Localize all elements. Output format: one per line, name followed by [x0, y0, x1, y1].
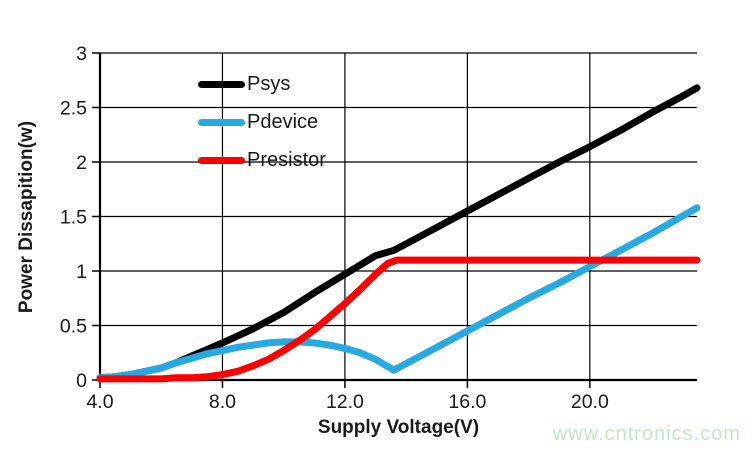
series-line-pdevice — [96, 204, 701, 382]
presistor-line-swatch — [198, 156, 245, 164]
legend-label-pdevice: Pdevice — [247, 111, 319, 133]
legend-label-presistor: Presistor — [247, 149, 326, 171]
y-tick-label: 2 — [76, 152, 87, 174]
watermark: www.cntronics.com — [552, 423, 741, 445]
x-tick-label: 20.0 — [571, 391, 609, 413]
psys-line-swatch — [198, 80, 245, 88]
y-tick-label: 2.5 — [60, 98, 87, 120]
x-tick-label: 12.0 — [326, 391, 364, 413]
y-axis-title: Power Dissapition(w) — [16, 120, 37, 314]
y-tick-label: 0 — [76, 370, 87, 392]
series-line-psys — [96, 84, 701, 382]
x-axis-title: Supply Voltage(V) — [317, 417, 480, 438]
legend-item-presistor: Presistor — [198, 141, 326, 179]
y-tick-label: 3 — [76, 43, 87, 65]
x-tick-label: 8.0 — [209, 391, 236, 413]
pdevice-line-swatch — [198, 118, 245, 126]
y-tick-label: 1 — [76, 261, 87, 283]
x-tick-label: 4.0 — [86, 391, 113, 413]
y-tick-label: 1.5 — [60, 207, 87, 229]
series-line-presistor — [96, 256, 701, 383]
x-tick-label: 16.0 — [448, 391, 486, 413]
legend-item-pdevice: Pdevice — [198, 103, 326, 141]
legend-label-psys: Psys — [247, 73, 291, 95]
y-tick-label: 0.5 — [60, 316, 87, 338]
legend: Psys Pdevice Presistor — [198, 65, 326, 179]
legend-item-psys: Psys — [198, 65, 326, 103]
